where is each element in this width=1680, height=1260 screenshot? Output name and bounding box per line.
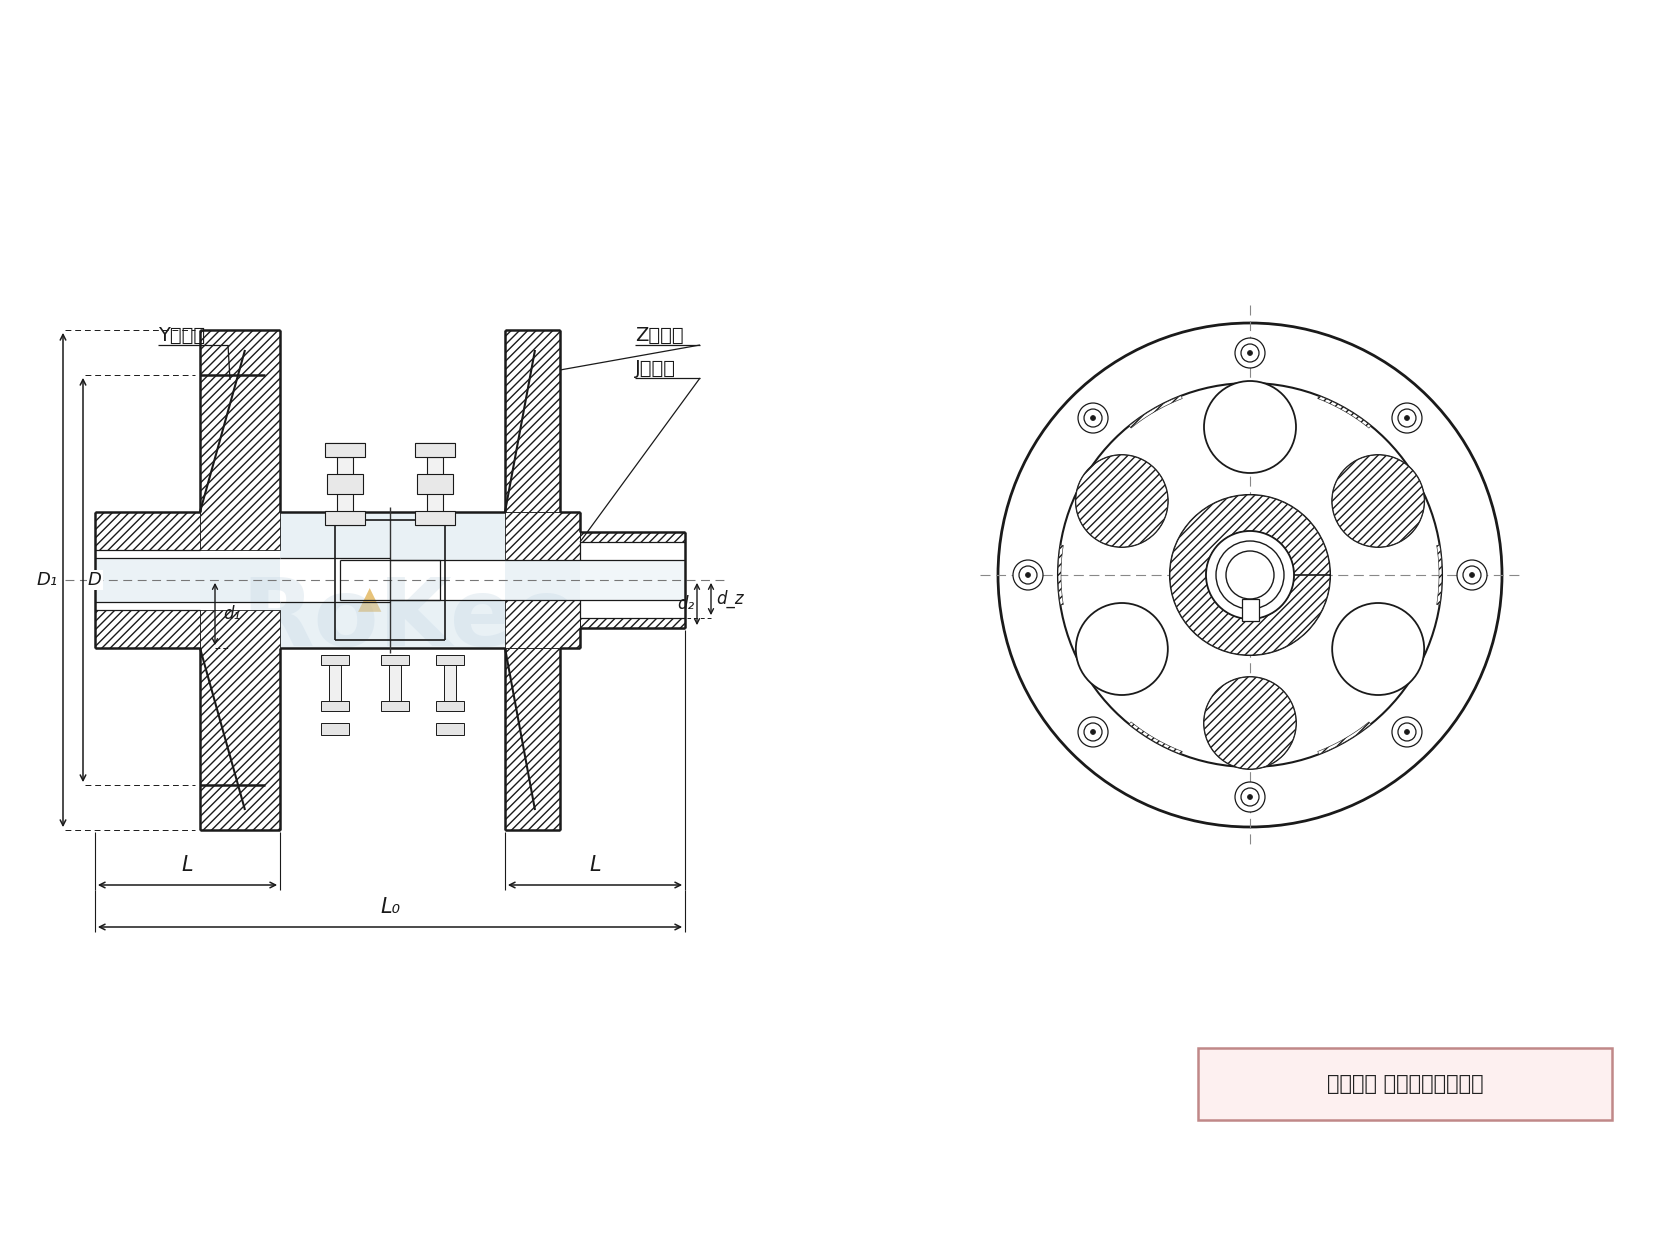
Circle shape — [1226, 551, 1273, 598]
Polygon shape — [506, 512, 685, 559]
Polygon shape — [281, 512, 390, 558]
Text: RoKeo: RoKeo — [240, 575, 580, 667]
Circle shape — [1242, 344, 1258, 362]
Circle shape — [1393, 717, 1421, 747]
Circle shape — [998, 323, 1502, 827]
Bar — [415, 444, 455, 457]
Polygon shape — [506, 600, 685, 648]
Circle shape — [1206, 530, 1294, 619]
Circle shape — [1075, 455, 1168, 547]
Text: L: L — [181, 856, 193, 874]
Text: ▲: ▲ — [358, 586, 381, 615]
Polygon shape — [200, 330, 281, 551]
Polygon shape — [1058, 546, 1063, 605]
Circle shape — [1013, 559, 1043, 590]
Text: D: D — [87, 571, 102, 588]
Text: RoKeo: RoKeo — [1141, 581, 1399, 649]
Polygon shape — [96, 558, 200, 602]
Circle shape — [1235, 338, 1265, 368]
Bar — [381, 655, 408, 665]
Text: D₁: D₁ — [37, 571, 59, 588]
Bar — [324, 512, 365, 525]
Circle shape — [1020, 566, 1037, 583]
Circle shape — [1084, 723, 1102, 741]
Bar — [437, 701, 464, 711]
Circle shape — [1169, 495, 1331, 655]
Circle shape — [1393, 403, 1421, 433]
Circle shape — [1242, 788, 1258, 806]
Polygon shape — [1169, 495, 1331, 655]
Circle shape — [1235, 782, 1265, 811]
Text: J型轴孔: J型轴孔 — [635, 359, 675, 378]
Circle shape — [1470, 572, 1475, 577]
Circle shape — [1090, 416, 1095, 421]
Bar — [444, 663, 455, 703]
Text: 版权所有 侵权必被严厉追究: 版权所有 侵权必被严厉追究 — [1327, 1074, 1483, 1094]
Polygon shape — [506, 648, 559, 830]
Circle shape — [1398, 410, 1416, 427]
Bar — [1242, 598, 1258, 621]
Circle shape — [1084, 410, 1102, 427]
Polygon shape — [1317, 396, 1371, 428]
Polygon shape — [390, 512, 506, 559]
Bar — [427, 457, 444, 512]
FancyBboxPatch shape — [1198, 1048, 1613, 1120]
Polygon shape — [281, 602, 390, 648]
Bar — [329, 663, 341, 703]
Circle shape — [1248, 795, 1253, 800]
Text: L: L — [590, 856, 601, 874]
Polygon shape — [1129, 396, 1183, 428]
Bar — [381, 701, 408, 711]
Circle shape — [1079, 403, 1109, 433]
Circle shape — [1398, 723, 1416, 741]
Polygon shape — [200, 610, 281, 830]
Circle shape — [1205, 381, 1295, 472]
Text: Y型轴孔: Y型轴孔 — [158, 325, 205, 344]
Text: Z型轴孔: Z型轴孔 — [635, 325, 684, 344]
Bar — [328, 474, 363, 494]
Bar — [321, 701, 349, 711]
Circle shape — [1457, 559, 1487, 590]
Polygon shape — [96, 610, 200, 648]
Text: d₂: d₂ — [677, 595, 694, 614]
Circle shape — [1404, 730, 1410, 735]
Circle shape — [1248, 350, 1253, 355]
Text: d₁: d₁ — [223, 605, 240, 622]
Circle shape — [1205, 677, 1295, 769]
Bar — [417, 474, 454, 494]
Polygon shape — [96, 512, 200, 551]
Bar — [338, 457, 353, 512]
Circle shape — [1079, 717, 1109, 747]
Polygon shape — [1436, 546, 1441, 605]
Circle shape — [1216, 541, 1284, 609]
Polygon shape — [506, 330, 559, 512]
Polygon shape — [506, 559, 580, 600]
Bar — [437, 723, 464, 735]
Circle shape — [1075, 604, 1168, 696]
Text: L₀: L₀ — [380, 897, 400, 917]
Circle shape — [1404, 416, 1410, 421]
Circle shape — [1332, 455, 1425, 547]
Bar — [321, 723, 349, 735]
Polygon shape — [200, 558, 281, 602]
Circle shape — [1332, 604, 1425, 696]
Circle shape — [1205, 677, 1295, 769]
Circle shape — [1075, 455, 1168, 547]
Circle shape — [1090, 730, 1095, 735]
Polygon shape — [1317, 722, 1371, 755]
Circle shape — [1463, 566, 1482, 583]
Text: d_z: d_z — [716, 590, 744, 609]
Bar — [437, 655, 464, 665]
Polygon shape — [1129, 722, 1183, 755]
Circle shape — [1025, 572, 1030, 577]
Polygon shape — [390, 600, 506, 648]
Polygon shape — [580, 559, 685, 600]
Bar — [415, 512, 455, 525]
Bar — [321, 655, 349, 665]
Bar — [390, 663, 402, 703]
Circle shape — [1332, 455, 1425, 547]
Bar — [324, 444, 365, 457]
